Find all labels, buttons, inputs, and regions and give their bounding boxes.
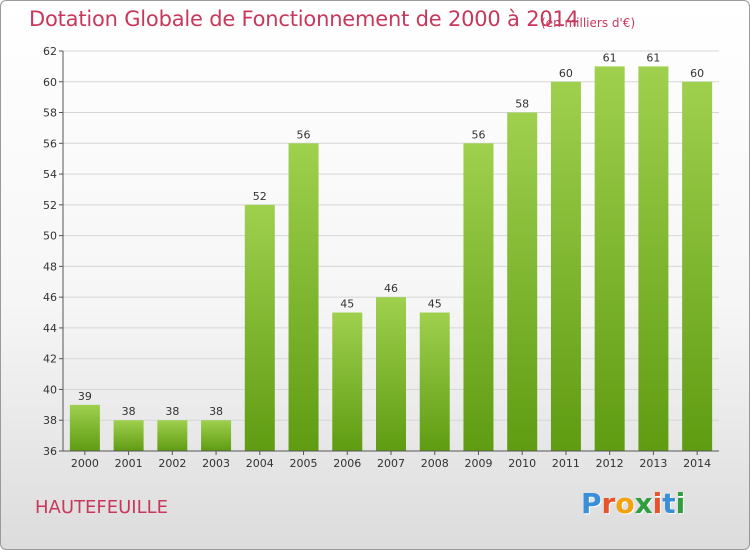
value-label: 38 [122, 405, 136, 418]
x-tick-label: 2006 [333, 457, 361, 470]
x-tick-label: 2012 [596, 457, 624, 470]
y-tick-label: 38 [43, 414, 57, 427]
bar-2006 [332, 312, 363, 451]
bar-2008 [419, 312, 450, 451]
value-label: 39 [78, 390, 92, 403]
commune-name: HAUTEFEUILLE [35, 497, 169, 518]
chart-unit: (en milliers d'€) [541, 16, 636, 30]
proxiti-logo: Proxiti [581, 487, 685, 520]
y-tick-label: 62 [43, 45, 57, 58]
chart-title: Dotation Globale de Fonctionnement de 20… [29, 7, 579, 31]
x-tick-label: 2011 [552, 457, 580, 470]
y-tick-label: 48 [43, 260, 57, 273]
x-tick-label: 2004 [246, 457, 274, 470]
bars [69, 66, 713, 452]
y-tick-label: 42 [43, 353, 57, 366]
y-tick-label: 60 [43, 76, 57, 89]
bar-2002 [157, 420, 188, 451]
x-tick-label: 2005 [290, 457, 318, 470]
bar-2014 [682, 81, 713, 452]
y-tick-label: 44 [43, 322, 57, 335]
bar-2007 [376, 297, 406, 451]
value-label: 58 [515, 98, 529, 111]
logo-letter: o [615, 487, 635, 520]
value-labels: 39 38 38 38 52 56 45 46 45 56 58 60 61 61 60 [78, 51, 704, 418]
value-label: 60 [690, 67, 704, 80]
y-tick-label: 46 [43, 291, 57, 304]
bar-2001 [113, 420, 144, 451]
value-label: 61 [646, 51, 660, 64]
value-label: 56 [297, 128, 311, 141]
bar-2013 [638, 66, 669, 451]
bar-2004 [244, 204, 275, 451]
x-tick-label: 2001 [115, 457, 143, 470]
value-label: 61 [603, 51, 617, 64]
value-label: 46 [384, 282, 398, 295]
x-tick-label: 2003 [202, 457, 230, 470]
bar-2005 [288, 143, 319, 452]
bar-2011 [550, 81, 581, 452]
logo-letter: i [652, 487, 663, 520]
value-label: 52 [253, 190, 267, 203]
x-tick-label: 2013 [639, 457, 667, 470]
x-tick-label: 2008 [421, 457, 449, 470]
y-tick-label: 54 [43, 168, 57, 181]
y-tick-label: 58 [43, 107, 57, 120]
logo-letter: r [601, 487, 616, 520]
y-tick-label: 40 [43, 383, 57, 396]
logo-letter: P [581, 487, 602, 520]
value-label: 56 [471, 128, 485, 141]
bar-2000 [69, 404, 100, 451]
x-tick-label: 2014 [683, 457, 711, 470]
axes: 36 38 40 42 44 46 48 50 52 54 56 58 60 62 2000 2001 2002… [43, 45, 719, 470]
y-tick-label: 56 [43, 137, 57, 150]
logo-letter: i [675, 487, 686, 520]
bar-2012 [594, 66, 625, 451]
x-tick-label: 2010 [508, 457, 536, 470]
value-label: 45 [428, 298, 442, 311]
value-label: 60 [559, 67, 573, 80]
bar-2009 [463, 143, 494, 452]
logo-letter: x [634, 487, 653, 520]
x-tick-label: 2000 [71, 457, 99, 470]
x-tick-label: 2007 [377, 457, 405, 470]
value-label: 38 [165, 405, 179, 418]
y-tick-label: 52 [43, 199, 57, 212]
x-tick-label: 2009 [464, 457, 492, 470]
value-label: 38 [209, 405, 223, 418]
value-label: 45 [340, 298, 354, 311]
y-tick-label: 50 [43, 230, 57, 243]
y-tick-label: 36 [43, 445, 57, 458]
logo-letter: t [662, 487, 676, 520]
x-tick-label: 2002 [158, 457, 186, 470]
bar-2003 [201, 420, 232, 451]
bar-2010 [507, 112, 538, 452]
